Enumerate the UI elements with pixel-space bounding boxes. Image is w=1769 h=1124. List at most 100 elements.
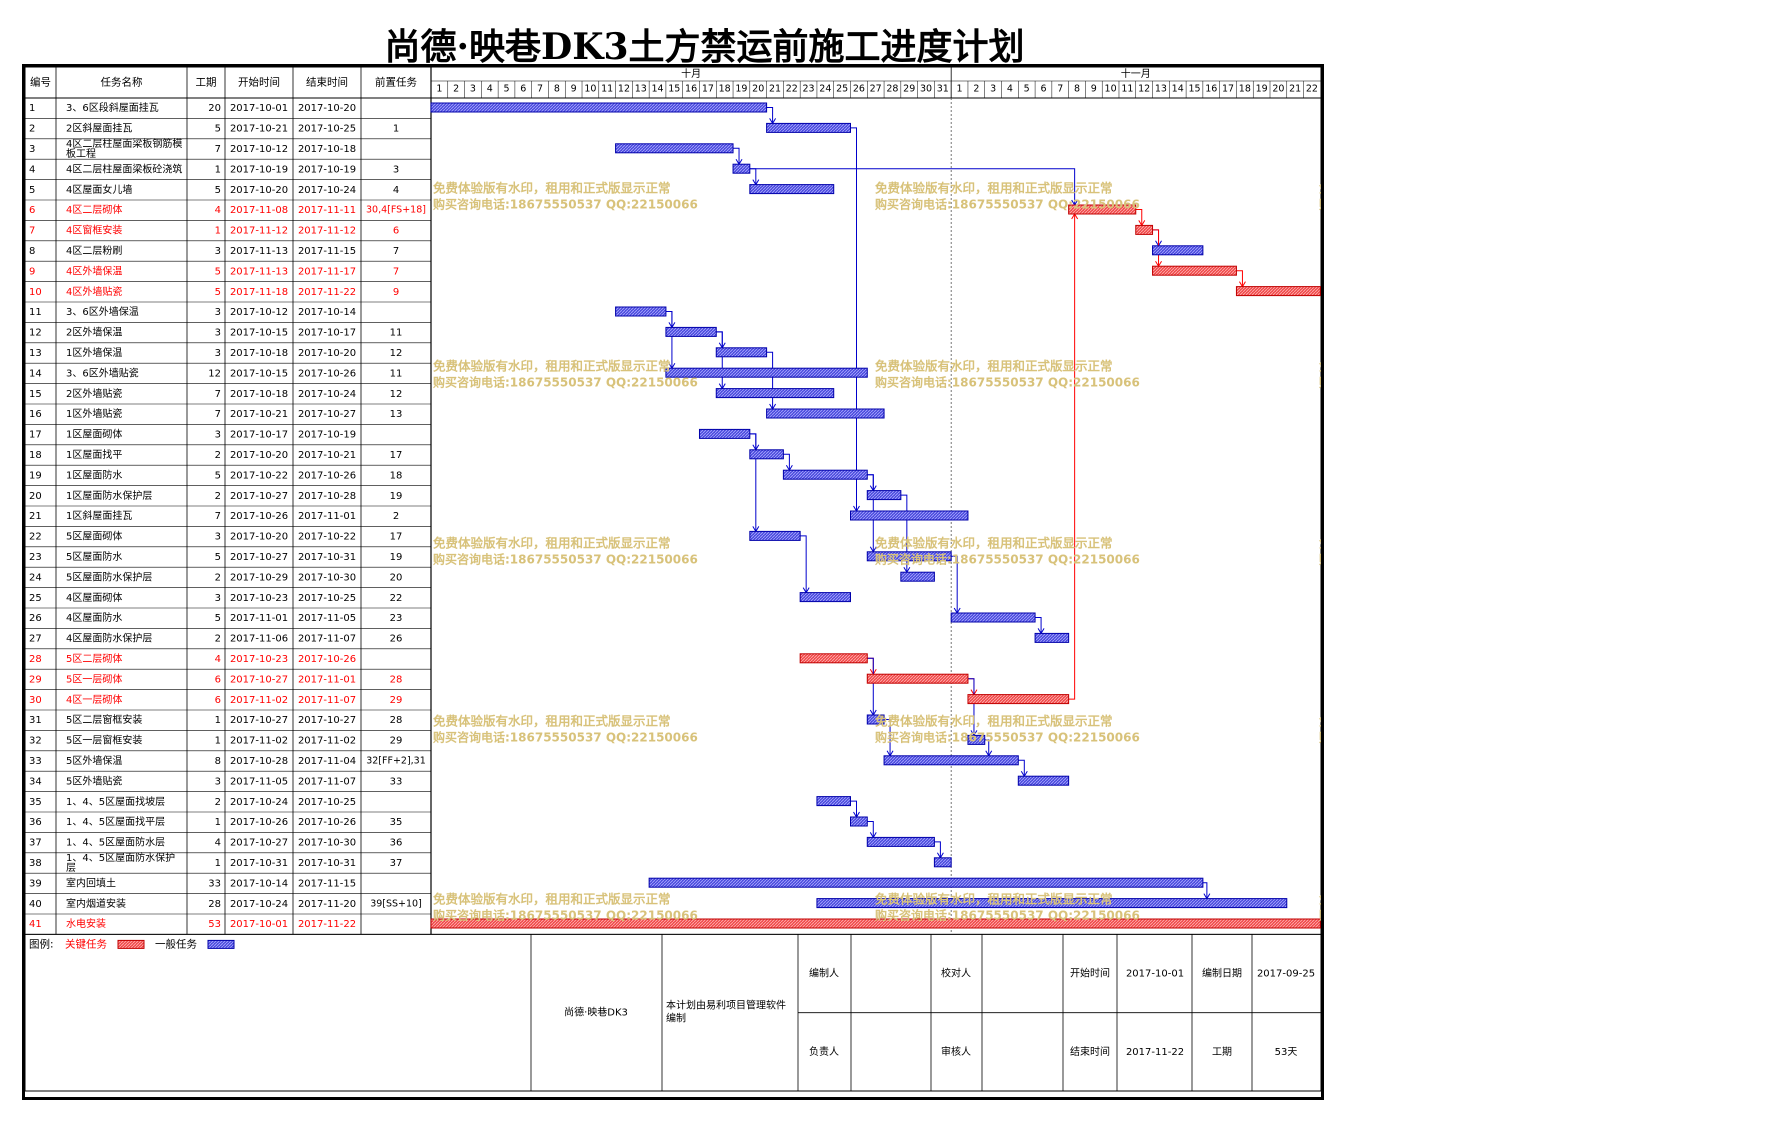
task-end: 2017-10-26: [298, 470, 356, 481]
task-name: 4区窗框安装: [66, 224, 122, 237]
day-label: 16: [1205, 84, 1217, 95]
task-duration: 4: [215, 838, 221, 849]
task-pred: 19: [390, 552, 403, 563]
task-duration: 1: [215, 715, 221, 726]
task-name: 5区屋面防水: [66, 550, 122, 563]
watermark-line: 购买咨询电话:18675550537 QQ:22150066: [433, 730, 698, 745]
day-label: 31: [937, 84, 949, 95]
task-pred: 6: [393, 226, 399, 237]
day-label: 15: [668, 84, 680, 95]
gantt-bar: [866, 836, 935, 847]
task-id: 15: [29, 389, 42, 400]
gantt-bar: [816, 796, 852, 807]
dependency-link: [884, 719, 891, 756]
task-start: 2017-10-15: [230, 368, 288, 379]
day-label: 20: [752, 84, 764, 95]
dependency-link: [665, 311, 673, 369]
gantt-bar: [615, 143, 734, 154]
task-duration: 12: [208, 368, 221, 379]
watermark-line: 购买咨询电话:18675550537 QQ:22150066: [875, 730, 1140, 745]
task-end: 2017-10-27: [298, 409, 356, 420]
gantt-bar: [715, 347, 768, 358]
task-name: 2区外墙贴瓷: [66, 387, 122, 400]
task-id: 11: [29, 307, 42, 318]
day-label: 17: [1222, 84, 1234, 95]
header-duration: 工期: [196, 77, 217, 89]
task-end: 2017-11-02: [298, 736, 356, 747]
watermark-line: 免费体验版有水印，租用和正式版显示正常: [1319, 892, 1321, 907]
task-pred: 20: [390, 572, 403, 583]
footer-duration-label: 工期: [1212, 1046, 1232, 1058]
task-name: 5区屋面砌体: [66, 531, 122, 543]
task-end: 2017-11-01: [298, 511, 356, 522]
task-name: 5区屋面防水保护层: [66, 570, 152, 583]
legend-critical-swatch: [117, 939, 145, 949]
gantt-bar: [799, 653, 868, 664]
task-id: 35: [29, 797, 42, 808]
task-end: 2017-10-26: [298, 654, 356, 665]
task-duration: 5: [215, 266, 221, 277]
task-duration: 4: [215, 205, 221, 216]
task-name: 水电安装: [66, 917, 106, 930]
dependency-link: [850, 127, 857, 511]
task-id: 36: [29, 817, 42, 828]
task-end: 2017-10-25: [298, 124, 356, 135]
task-name: 4区屋面防水: [66, 611, 122, 624]
task-pred: 30,4[FS+18]: [366, 205, 426, 216]
day-label: 6: [1040, 84, 1046, 95]
day-label: 2: [453, 84, 459, 95]
task-duration: 6: [215, 695, 221, 706]
day-label: 3: [470, 84, 476, 95]
task-duration: 2: [215, 450, 221, 461]
task-start: 2017-10-27: [230, 838, 288, 849]
day-label: 25: [836, 84, 848, 95]
task-pred: 18: [390, 470, 403, 481]
task-end: 2017-10-27: [298, 715, 356, 726]
watermark-line: 免费体验版有水印，租用和正式版显示正常: [1319, 181, 1321, 196]
task-start: 2017-10-27: [230, 552, 288, 563]
gantt-bar: [665, 367, 868, 378]
task-name: 1、4、5区屋面找坡层: [66, 795, 165, 808]
task-pred: 1: [393, 124, 399, 135]
task-duration: 3: [215, 328, 221, 339]
task-id: 27: [29, 634, 42, 645]
task-id: 12: [29, 328, 42, 339]
task-end: 2017-10-18: [298, 144, 356, 155]
task-duration: 3: [215, 430, 221, 441]
gantt-bar: [1068, 204, 1137, 215]
footer-start-label: 开始时间: [1070, 967, 1110, 980]
task-end: 2017-10-20: [298, 348, 356, 359]
task-start: 2017-10-20: [230, 450, 288, 461]
watermark-line: 购买咨询电话:18675550537 QQ:22150066: [875, 375, 1140, 390]
task-start: 2017-11-12: [230, 226, 288, 237]
gantt-bar: [430, 102, 768, 113]
watermark-line: 免费体验版有水印，租用和正式版显示正常: [875, 714, 1113, 729]
task-duration: 53: [208, 919, 221, 930]
task-end: 2017-11-07: [298, 695, 356, 706]
dependency-link: [1018, 759, 1025, 777]
task-pred: 32[FF+2],31: [366, 756, 426, 767]
task-end: 2017-11-15: [298, 878, 356, 889]
task-start: 2017-10-01: [230, 103, 288, 114]
task-id: 17: [29, 430, 42, 441]
watermark-line: 购买咨询电话:18675550537 QQ:22150066: [433, 908, 698, 923]
dependency-link: [800, 535, 807, 593]
task-name: 1区外墙贴瓷: [66, 407, 122, 420]
task-pred: 29: [390, 695, 403, 706]
task-name: 5区二层砌体: [66, 653, 122, 665]
task-id: 22: [29, 532, 42, 543]
task-name: 室内烟道安装: [66, 897, 126, 910]
gantt-bar: [967, 734, 986, 745]
gantt-bar: [866, 673, 969, 684]
watermark-line: 购买咨询电话:18675550537 QQ:22150066: [433, 552, 698, 567]
task-id: 34: [29, 776, 42, 787]
task-id: 37: [29, 838, 42, 849]
gantt-bar: [615, 306, 667, 317]
task-pred: 37: [390, 858, 403, 869]
task-duration: 7: [215, 389, 221, 400]
gantt-bar: [1152, 245, 1204, 256]
dependency-link: [900, 494, 908, 573]
month-label: 十月: [681, 67, 701, 80]
watermark-line: 免费体验版有水印，租用和正式版显示正常: [433, 892, 671, 907]
task-id: 26: [29, 613, 42, 624]
